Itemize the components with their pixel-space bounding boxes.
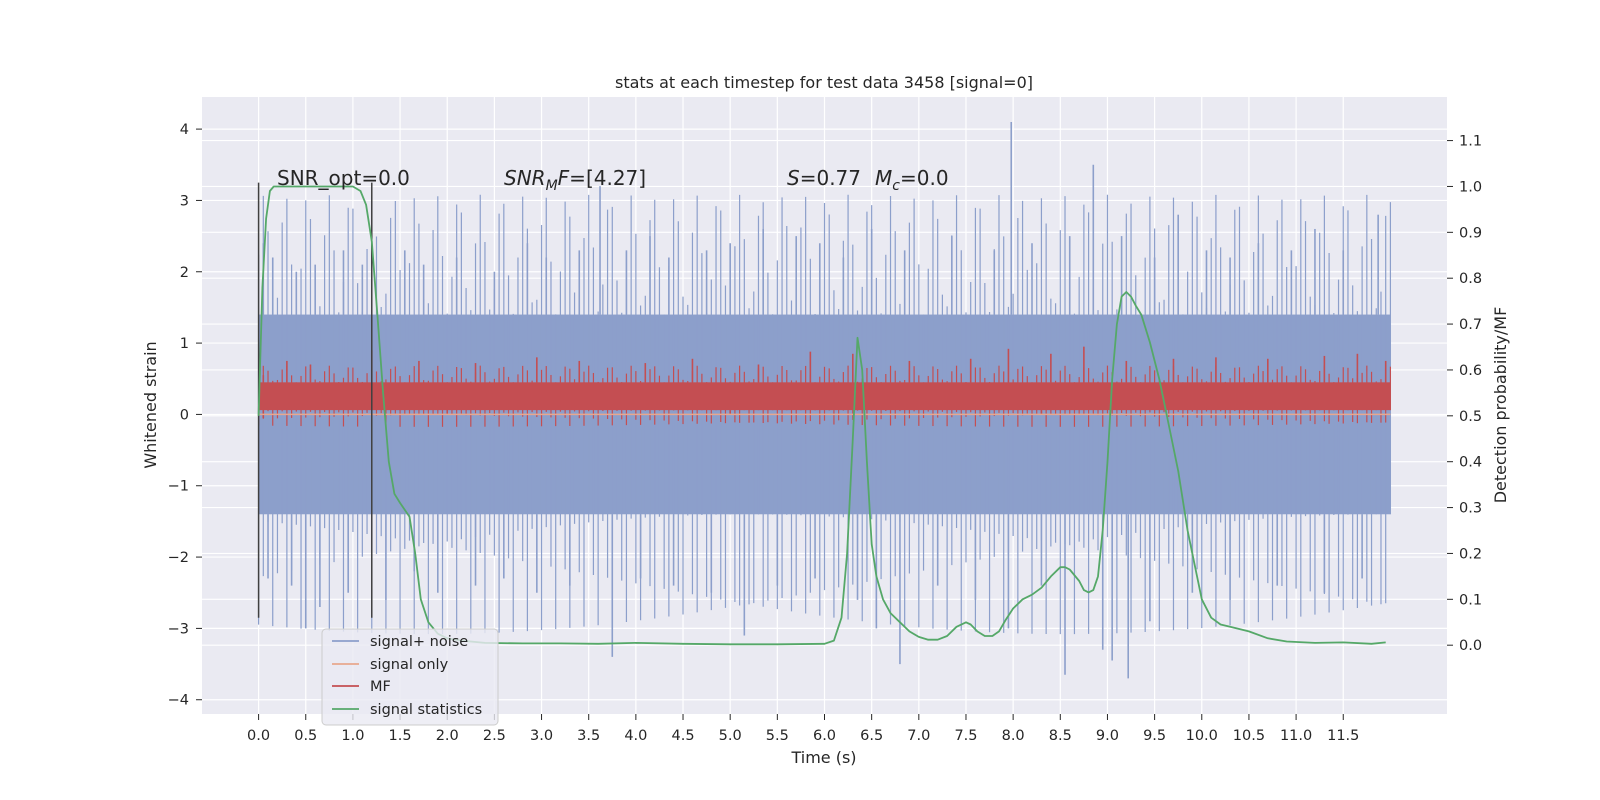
right-tick-label-10: 0.1 — [1459, 592, 1482, 608]
y-axis-label-left: Whitened strain — [141, 341, 160, 468]
annotation-s-value: 0.77 — [816, 166, 861, 190]
right-tick-label-7: 0.4 — [1459, 455, 1482, 471]
x-tick-label-8: 4.0 — [624, 728, 647, 744]
x-tick-label-12: 6.0 — [813, 728, 836, 744]
x-tick-label-13: 6.5 — [860, 728, 883, 744]
x-tick-label-21: 10.5 — [1233, 728, 1265, 744]
legend-label-signal-only: signal only — [370, 657, 449, 673]
left-tick-label-2: 2 — [180, 265, 189, 281]
left-tick-label-3: 1 — [180, 336, 189, 352]
x-tick-label-23: 11.5 — [1327, 728, 1359, 744]
left-tick-label-4: 0 — [180, 407, 189, 423]
right-tick-label-2: 0.9 — [1459, 225, 1482, 241]
right-tick-label-0: 1.1 — [1459, 134, 1482, 150]
legend: signal+ noise signal only MF signal stat… — [321, 628, 499, 726]
x-axis-ticks: 0.0 0.5 1.0 1.5 2.0 2.5 3.0 3.5 4.0 4.5 5.0 5.5 6.0 6… — [247, 714, 1359, 744]
right-tick-label-8: 0.3 — [1459, 501, 1482, 517]
x-tick-label-1: 0.5 — [294, 728, 317, 744]
x-tick-label-6: 3.0 — [530, 728, 553, 744]
legend-label-signal-statistics: signal statistics — [370, 702, 482, 718]
x-tick-label-18: 9.0 — [1096, 728, 1119, 744]
left-tick-label-5: −1 — [168, 479, 189, 495]
x-axis-label: Time (s) — [790, 748, 856, 767]
x-tick-label-15: 7.5 — [954, 728, 977, 744]
left-axis-ticks: 4 3 2 1 0 −1 −2 −3 −4 — [168, 122, 202, 709]
chart-title: stats at each timestep for test data 345… — [615, 73, 1033, 92]
x-tick-label-20: 10.0 — [1186, 728, 1218, 744]
x-tick-label-2: 1.0 — [341, 728, 364, 744]
right-tick-label-9: 0.2 — [1459, 546, 1482, 562]
right-tick-label-3: 0.8 — [1459, 271, 1482, 287]
right-tick-label-1: 1.0 — [1459, 179, 1482, 195]
x-tick-label-9: 4.5 — [671, 728, 694, 744]
legend-label-mf: MF — [370, 679, 391, 695]
x-tick-label-17: 8.5 — [1049, 728, 1072, 744]
x-tick-label-11: 5.5 — [766, 728, 789, 744]
right-axis-ticks: 1.1 1.0 0.9 0.8 0.7 0.6 0.5 0.4 0.3 0.2 0.1 0.0 — [1447, 134, 1482, 654]
x-tick-label-16: 8.0 — [1002, 728, 1025, 744]
x-tick-label-19: 9.5 — [1143, 728, 1166, 744]
right-tick-label-6: 0.5 — [1459, 409, 1482, 425]
left-tick-label-1: 3 — [180, 193, 189, 209]
annotation-snr-mf-value: [4.27] — [586, 166, 646, 190]
right-tick-label-5: 0.6 — [1459, 363, 1482, 379]
right-tick-label-4: 0.7 — [1459, 317, 1482, 333]
x-tick-label-22: 11.0 — [1280, 728, 1312, 744]
left-tick-label-8: −4 — [168, 693, 189, 709]
legend-box — [321, 628, 499, 726]
annotation-snr-opt: SNR_opt=0.0 — [277, 166, 410, 190]
left-tick-label-0: 4 — [180, 122, 189, 138]
x-tick-label-7: 3.5 — [577, 728, 600, 744]
annotation-mc-value: 0.0 — [917, 166, 949, 190]
legend-label-signal-plus-noise: signal+ noise — [370, 634, 468, 650]
annotation-snr-mf: SNRMF=[4.27] — [504, 166, 646, 194]
x-tick-label-10: 5.0 — [719, 728, 742, 744]
right-tick-label-11: 0.0 — [1459, 638, 1482, 654]
x-tick-label-14: 7.0 — [907, 728, 930, 744]
x-tick-label-3: 1.5 — [389, 728, 412, 744]
series-mf — [257, 346, 1392, 427]
x-tick-label-0: 0.0 — [247, 728, 270, 744]
signal-statistics-line — [257, 185, 1386, 646]
x-tick-label-5: 2.5 — [483, 728, 506, 744]
left-tick-label-6: −2 — [168, 550, 189, 566]
left-tick-label-7: −3 — [168, 621, 189, 637]
series-signal-statistics — [257, 185, 1386, 646]
y-axis-label-right: Detection probability/MF — [1491, 307, 1510, 504]
x-tick-label-4: 2.0 — [436, 728, 459, 744]
